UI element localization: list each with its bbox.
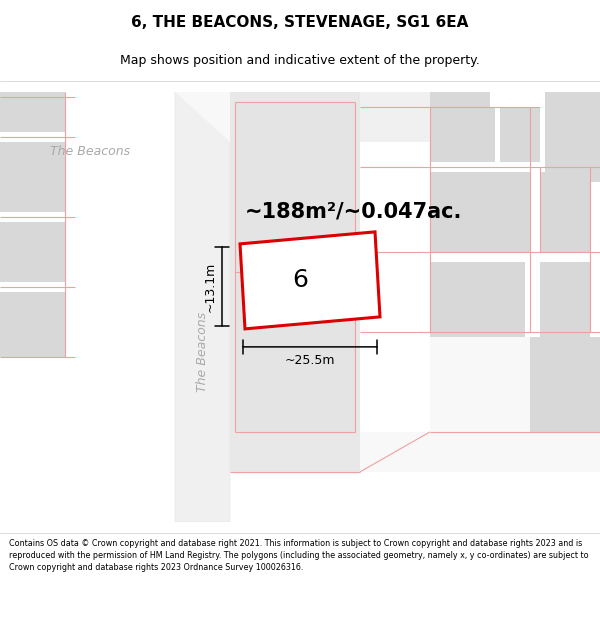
Polygon shape — [530, 337, 600, 432]
Polygon shape — [360, 432, 600, 472]
Polygon shape — [430, 262, 525, 337]
Polygon shape — [545, 92, 600, 182]
Text: ~13.1m: ~13.1m — [204, 261, 217, 311]
Text: The Beacons: The Beacons — [196, 312, 209, 392]
Polygon shape — [430, 172, 530, 252]
Polygon shape — [430, 107, 495, 162]
Polygon shape — [175, 92, 230, 522]
Text: Contains OS data © Crown copyright and database right 2021. This information is : Contains OS data © Crown copyright and d… — [9, 539, 589, 572]
Text: 6, THE BEACONS, STEVENAGE, SG1 6EA: 6, THE BEACONS, STEVENAGE, SG1 6EA — [131, 15, 469, 30]
Polygon shape — [240, 232, 380, 329]
Polygon shape — [0, 92, 230, 142]
Text: The Beacons: The Beacons — [50, 146, 130, 158]
Polygon shape — [500, 107, 540, 162]
Polygon shape — [235, 102, 355, 432]
Polygon shape — [430, 337, 600, 432]
Polygon shape — [540, 262, 590, 337]
Polygon shape — [540, 172, 590, 252]
Polygon shape — [0, 92, 50, 127]
Polygon shape — [360, 92, 470, 142]
Polygon shape — [0, 222, 65, 282]
Polygon shape — [230, 92, 360, 472]
Text: ~188m²/~0.047ac.: ~188m²/~0.047ac. — [245, 202, 463, 222]
Text: Map shows position and indicative extent of the property.: Map shows position and indicative extent… — [120, 54, 480, 68]
Polygon shape — [0, 142, 65, 212]
Polygon shape — [0, 92, 65, 132]
Polygon shape — [0, 292, 65, 357]
Text: 6: 6 — [292, 268, 308, 292]
Polygon shape — [430, 92, 490, 142]
Text: ~25.5m: ~25.5m — [285, 354, 335, 367]
